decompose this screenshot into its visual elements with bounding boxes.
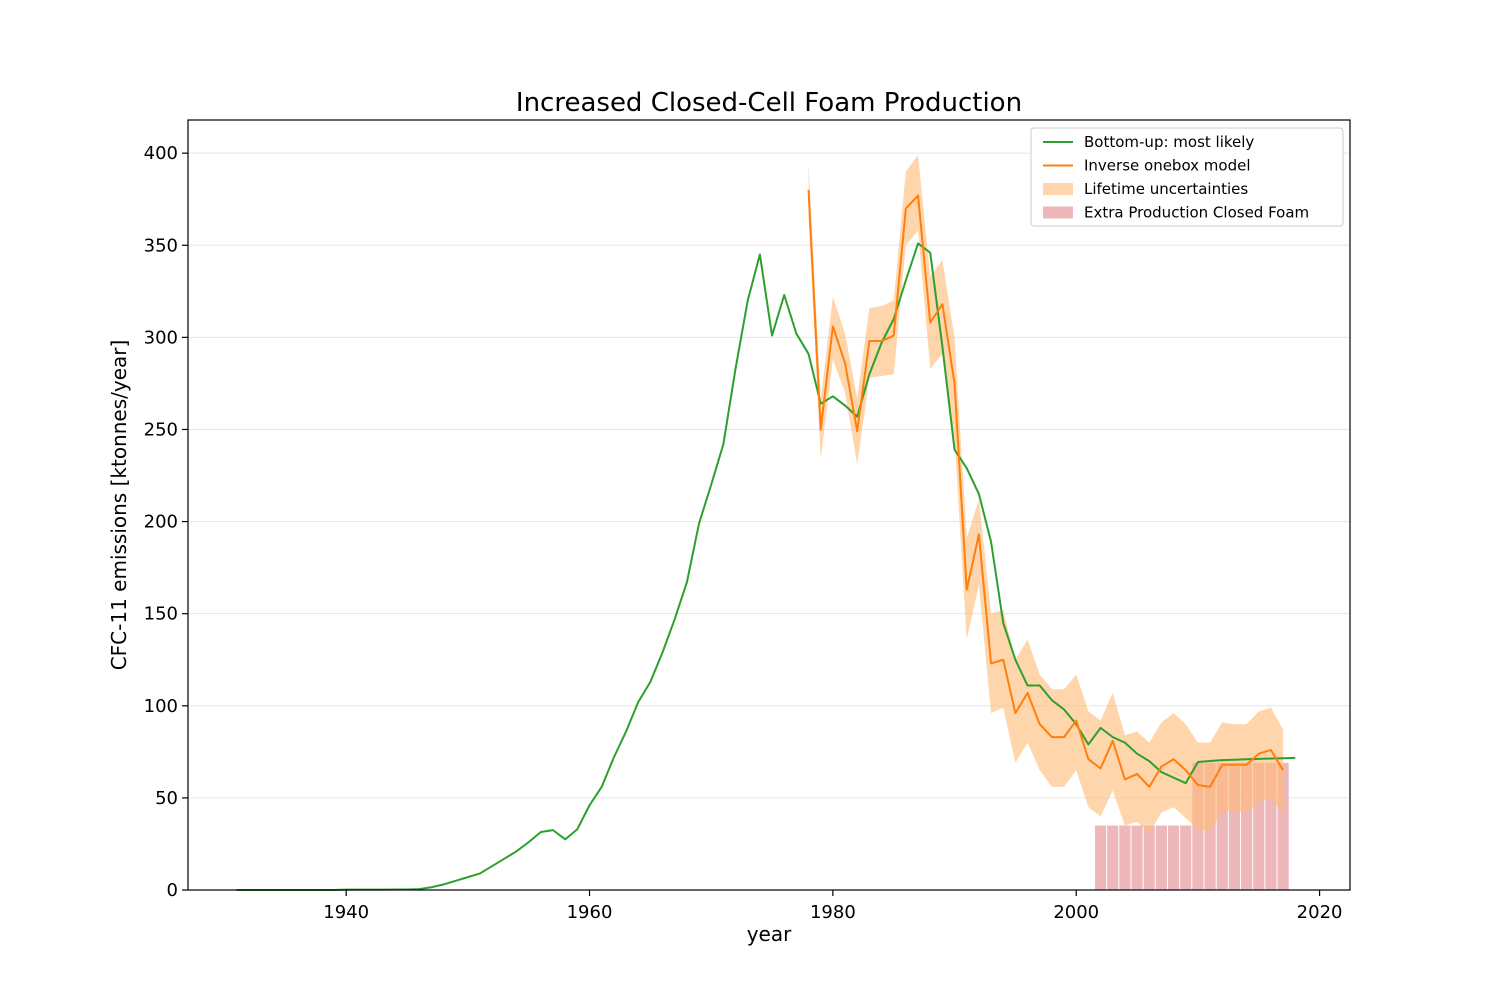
bar-2003 (1107, 825, 1119, 890)
plot-frame (187, 119, 1351, 891)
grid-lines (188, 152, 1350, 891)
y-tick-label-0: 0 (167, 880, 178, 901)
y-tick-label-400: 400 (144, 143, 178, 164)
bar-2015 (1253, 762, 1265, 890)
y-tick-label-200: 200 (144, 512, 178, 533)
x-tick-label-1960: 1960 (567, 902, 613, 923)
x-tick-label-1980: 1980 (810, 902, 856, 923)
uncertainty-band (808, 155, 1284, 833)
legend-label-bottom_up: Bottom-up: most likely (1084, 133, 1254, 151)
y-tick-label-150: 150 (144, 604, 178, 625)
bar-2017 (1277, 762, 1289, 890)
bar-2008 (1167, 825, 1180, 890)
bar-2006 (1143, 825, 1155, 890)
bar-2007 (1155, 825, 1168, 890)
legend-swatch-band (1043, 183, 1073, 195)
x-axis-label: year (747, 922, 792, 946)
bar-2002 (1094, 825, 1107, 890)
bar-2009 (1180, 825, 1192, 890)
x-tick-label-1940: 1940 (323, 902, 369, 923)
y-tick-label-50: 50 (155, 788, 178, 809)
x-tick-label-2000: 2000 (1053, 902, 1099, 923)
y-tick-label-300: 300 (144, 327, 178, 348)
bar-2005 (1131, 825, 1143, 890)
series-line-inverse (807, 189, 1284, 788)
x-tick-label-2020: 2020 (1297, 902, 1343, 923)
bar-2016 (1265, 762, 1277, 890)
y-axis-label: CFC-11 emissions [ktonnes/year] (107, 340, 131, 671)
legend-label-inverse: Inverse onebox model (1084, 157, 1251, 175)
bar-2004 (1119, 825, 1131, 890)
legend-box (1030, 127, 1344, 227)
legend-label-band: Lifetime uncertainties (1084, 180, 1248, 198)
legend-swatch-bars (1043, 206, 1073, 219)
y-tick-label-250: 250 (144, 419, 178, 440)
legend: Bottom-up: most likely Inverse onebox mod… (1030, 127, 1344, 227)
series-line-bottom-up (236, 242, 1296, 891)
bar-2012 (1216, 762, 1228, 890)
y-tick-label-100: 100 (144, 696, 178, 717)
bar-2013 (1228, 762, 1241, 890)
legend-label-bars: Extra Production Closed Foam (1084, 204, 1309, 222)
chart-title: Increased Closed-Cell Foam Production (516, 88, 1022, 118)
bar-2014 (1240, 762, 1253, 890)
plot-area (236, 155, 1296, 891)
axes: 1940 1960 1980 2000 2020 0 50 100 150 200 250 300 35… (144, 119, 1351, 923)
y-tick-label-350: 350 (144, 235, 178, 256)
